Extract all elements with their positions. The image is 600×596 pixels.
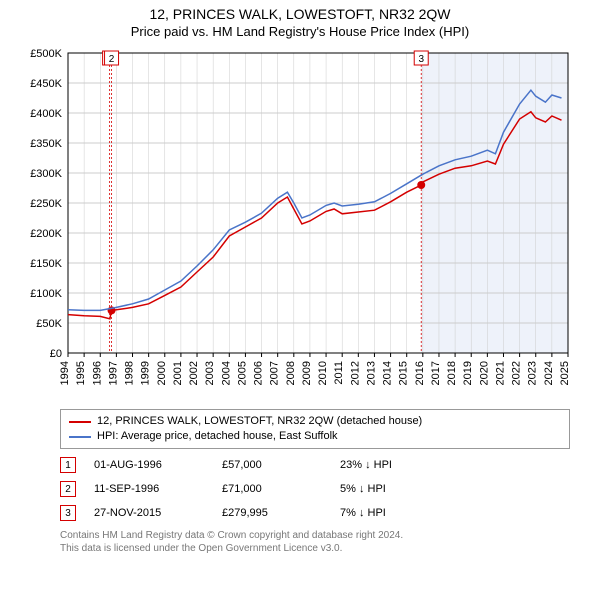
svg-text:2001: 2001: [172, 361, 184, 385]
svg-text:2000: 2000: [156, 361, 168, 385]
event-list: 1 01-AUG-1996 £57,000 23% ↓ HPI 2 11-SEP-1996…: [60, 453, 570, 525]
svg-text:2013: 2013: [365, 361, 377, 385]
legend-item: HPI: Average price, detached house, East…: [69, 429, 561, 444]
chart-area: £0 £50K £100K £150K £200K £250K £300K £350K £400…: [20, 43, 580, 403]
attribution: Contains HM Land Registry data © Crown c…: [60, 529, 570, 555]
event-date: 01-AUG-1996: [94, 459, 204, 471]
svg-text:2021: 2021: [494, 361, 506, 385]
svg-text:£400K: £400K: [30, 108, 62, 120]
event-marker: 3: [60, 505, 76, 521]
legend-label: HPI: Average price, detached house, East…: [97, 429, 338, 444]
attribution-line2: This data is licensed under the Open Gov…: [60, 542, 570, 555]
svg-text:2005: 2005: [236, 361, 248, 385]
svg-text:1994: 1994: [59, 361, 71, 385]
svg-text:£350K: £350K: [30, 138, 62, 150]
svg-text:2020: 2020: [478, 361, 490, 385]
attribution-line1: Contains HM Land Registry data © Crown c…: [60, 529, 570, 542]
svg-text:£450K: £450K: [30, 78, 62, 90]
legend-swatch: [69, 436, 91, 438]
svg-text:2008: 2008: [285, 361, 297, 385]
svg-text:2011: 2011: [333, 361, 345, 385]
svg-text:£200K: £200K: [30, 228, 62, 240]
svg-text:2024: 2024: [543, 361, 555, 385]
svg-text:£250K: £250K: [30, 198, 62, 210]
svg-text:2002: 2002: [188, 361, 200, 385]
svg-text:1995: 1995: [75, 361, 87, 385]
svg-text:2023: 2023: [527, 361, 539, 385]
svg-text:1997: 1997: [107, 361, 119, 385]
event-pct: 7% ↓ HPI: [340, 507, 450, 519]
event-marker: 1: [60, 457, 76, 473]
svg-text:2004: 2004: [220, 361, 232, 385]
svg-text:£300K: £300K: [30, 168, 62, 180]
svg-text:2: 2: [109, 54, 115, 65]
chart-title: 12, PRINCES WALK, LOWESTOFT, NR32 2QW: [0, 6, 600, 22]
event-price: £57,000: [222, 459, 322, 471]
event-pct: 5% ↓ HPI: [340, 483, 450, 495]
event-price: £279,995: [222, 507, 322, 519]
svg-text:2006: 2006: [253, 361, 265, 385]
event-date: 27-NOV-2015: [94, 507, 204, 519]
svg-text:2010: 2010: [317, 361, 329, 385]
line-chart-svg: £0 £50K £100K £150K £200K £250K £300K £350K £400…: [20, 43, 580, 403]
event-date: 11-SEP-1996: [94, 483, 204, 495]
legend-item: 12, PRINCES WALK, LOWESTOFT, NR32 2QW (d…: [69, 414, 561, 429]
svg-text:£0: £0: [50, 348, 62, 360]
event-row: 1 01-AUG-1996 £57,000 23% ↓ HPI: [60, 453, 570, 477]
event-row: 3 27-NOV-2015 £279,995 7% ↓ HPI: [60, 501, 570, 525]
event-marker: 2: [60, 481, 76, 497]
svg-text:2025: 2025: [559, 361, 571, 385]
event-row: 2 11-SEP-1996 £71,000 5% ↓ HPI: [60, 477, 570, 501]
legend-swatch: [69, 421, 91, 423]
svg-text:£50K: £50K: [36, 318, 62, 330]
svg-text:£500K: £500K: [30, 48, 62, 60]
svg-text:£150K: £150K: [30, 258, 62, 270]
svg-text:2007: 2007: [269, 361, 281, 385]
svg-text:2012: 2012: [349, 361, 361, 385]
svg-text:2018: 2018: [446, 361, 458, 385]
svg-text:1998: 1998: [124, 361, 136, 385]
legend-label: 12, PRINCES WALK, LOWESTOFT, NR32 2QW (d…: [97, 414, 422, 429]
svg-text:2003: 2003: [204, 361, 216, 385]
svg-text:2017: 2017: [430, 361, 442, 385]
svg-text:2014: 2014: [382, 361, 394, 385]
svg-text:1999: 1999: [140, 361, 152, 385]
svg-text:2022: 2022: [511, 361, 523, 385]
svg-text:3: 3: [418, 54, 424, 65]
svg-text:2009: 2009: [301, 361, 313, 385]
svg-text:2019: 2019: [462, 361, 474, 385]
svg-text:1996: 1996: [91, 361, 103, 385]
event-price: £71,000: [222, 483, 322, 495]
svg-text:2016: 2016: [414, 361, 426, 385]
event-pct: 23% ↓ HPI: [340, 459, 450, 471]
chart-container: 12, PRINCES WALK, LOWESTOFT, NR32 2QW Pr…: [0, 6, 600, 596]
legend: 12, PRINCES WALK, LOWESTOFT, NR32 2QW (d…: [60, 409, 570, 449]
svg-text:2015: 2015: [398, 361, 410, 385]
chart-subtitle: Price paid vs. HM Land Registry's House …: [0, 24, 600, 39]
svg-text:£100K: £100K: [30, 288, 62, 300]
